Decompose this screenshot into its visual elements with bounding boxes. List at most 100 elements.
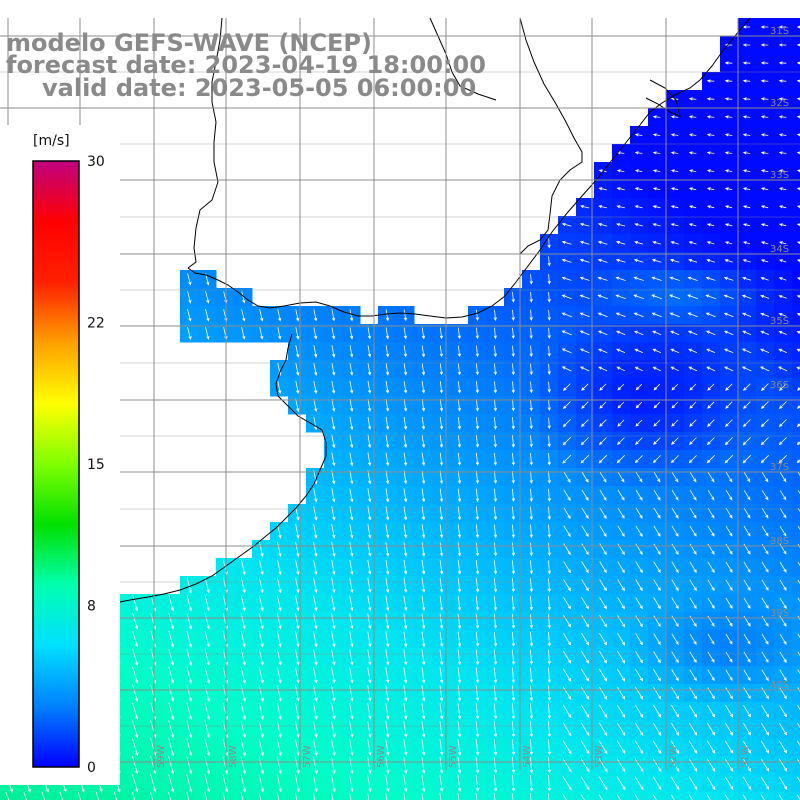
wind-arrow <box>421 524 426 539</box>
wind-arrow <box>331 631 336 648</box>
wind-arrow <box>561 366 572 372</box>
wind-arrow <box>725 525 733 537</box>
wind-arrow <box>706 776 716 791</box>
wind-arrow <box>688 151 697 155</box>
wind-arrow <box>742 401 751 410</box>
wind-arrow <box>331 703 336 720</box>
wind-arrow <box>562 383 571 392</box>
wind-arrow <box>457 613 462 630</box>
wind-arrow <box>475 309 479 322</box>
wind-arrow <box>707 597 715 609</box>
wind-arrow <box>403 577 408 593</box>
wind-arrow <box>579 330 590 336</box>
wind-arrow <box>403 399 408 412</box>
wind-arrow <box>670 169 679 173</box>
ocean-cell <box>792 378 800 397</box>
wind-arrow <box>778 223 787 227</box>
wind-arrow <box>313 667 318 684</box>
wind-arrow <box>598 722 608 737</box>
wind-arrow <box>529 345 533 358</box>
wind-arrow <box>403 488 408 503</box>
wind-arrow <box>421 470 426 485</box>
wind-arrow <box>581 597 589 610</box>
latitude-label: 40S <box>770 680 789 691</box>
wind-arrow <box>760 25 769 29</box>
wind-arrow <box>652 704 662 718</box>
wind-arrow <box>349 595 354 612</box>
wind-arrow <box>439 524 444 539</box>
wind-arrow <box>547 578 551 593</box>
wind-arrow <box>367 542 372 557</box>
wind-arrow <box>331 506 336 521</box>
wind-arrow <box>294 792 298 800</box>
wind-arrow <box>132 595 139 612</box>
ocean-cell <box>126 792 145 800</box>
wind-arrow <box>778 133 787 137</box>
wind-arrow <box>742 61 751 65</box>
wind-arrow <box>597 294 608 300</box>
wind-arrow <box>439 434 444 449</box>
wind-arrow <box>723 330 734 336</box>
wind-arrow <box>403 631 408 648</box>
wind-arrow <box>403 452 408 467</box>
wind-arrow <box>688 223 697 227</box>
ocean-cell <box>378 792 397 800</box>
wind-arrow <box>599 597 607 610</box>
wind-arrow <box>277 327 282 340</box>
wind-arrow <box>743 490 751 501</box>
wind-arrow <box>743 597 751 609</box>
wind-arrow <box>724 740 734 754</box>
wind-arrow <box>689 419 697 427</box>
wind-arrow <box>796 758 800 765</box>
ocean-cell <box>792 558 800 577</box>
wind-arrow <box>258 756 264 775</box>
wind-arrow <box>493 757 498 774</box>
wind-arrow <box>653 561 661 574</box>
wind-arrow <box>579 366 590 372</box>
wind-arrow <box>561 222 572 227</box>
wind-arrow <box>670 187 679 191</box>
wind-arrow <box>205 309 210 322</box>
wind-arrow <box>385 309 390 322</box>
wind-arrow <box>240 702 246 720</box>
wind-arrow <box>652 455 661 464</box>
wind-arrow <box>457 739 462 756</box>
colorbar-tick-label: 0 <box>87 760 96 776</box>
wind-arrow <box>688 722 698 736</box>
map-title-forecast-date: forecast date: 2023-04-19 18:00:00 <box>6 51 486 79</box>
wind-arrow <box>652 187 661 191</box>
wind-arrow <box>599 543 607 556</box>
wind-arrow <box>168 684 175 703</box>
wind-arrow <box>671 561 679 574</box>
wind-arrow <box>240 667 246 684</box>
latitude-label: 34S <box>770 244 789 255</box>
latitude-label: 39S <box>770 608 789 619</box>
wind-arrow <box>186 738 193 757</box>
wind-arrow <box>331 559 336 575</box>
wind-arrow <box>706 115 715 119</box>
wind-arrow <box>725 383 733 391</box>
wind-arrow <box>493 345 497 358</box>
wind-arrow <box>295 702 300 720</box>
ocean-cell <box>792 702 800 721</box>
wind-arrow <box>742 169 751 173</box>
wind-arrow <box>562 401 571 410</box>
wind-arrow <box>599 419 607 427</box>
wind-arrow <box>725 597 733 609</box>
wind-arrow <box>707 525 715 537</box>
wind-arrow <box>778 151 787 155</box>
wind-arrow <box>349 774 354 793</box>
wind-arrow <box>421 577 426 593</box>
wind-arrow <box>778 383 787 392</box>
wind-arrow <box>616 758 626 773</box>
wind-arrow <box>439 721 444 738</box>
wind-arrow <box>562 776 572 791</box>
wind-arrow <box>724 419 733 428</box>
wind-arrow <box>706 169 715 173</box>
wind-arrow <box>742 776 752 790</box>
wind-arrow <box>367 792 370 800</box>
wind-arrow <box>529 417 533 430</box>
wind-arrow <box>778 455 787 464</box>
wind-arrow <box>259 541 264 557</box>
wind-arrow <box>652 348 662 354</box>
